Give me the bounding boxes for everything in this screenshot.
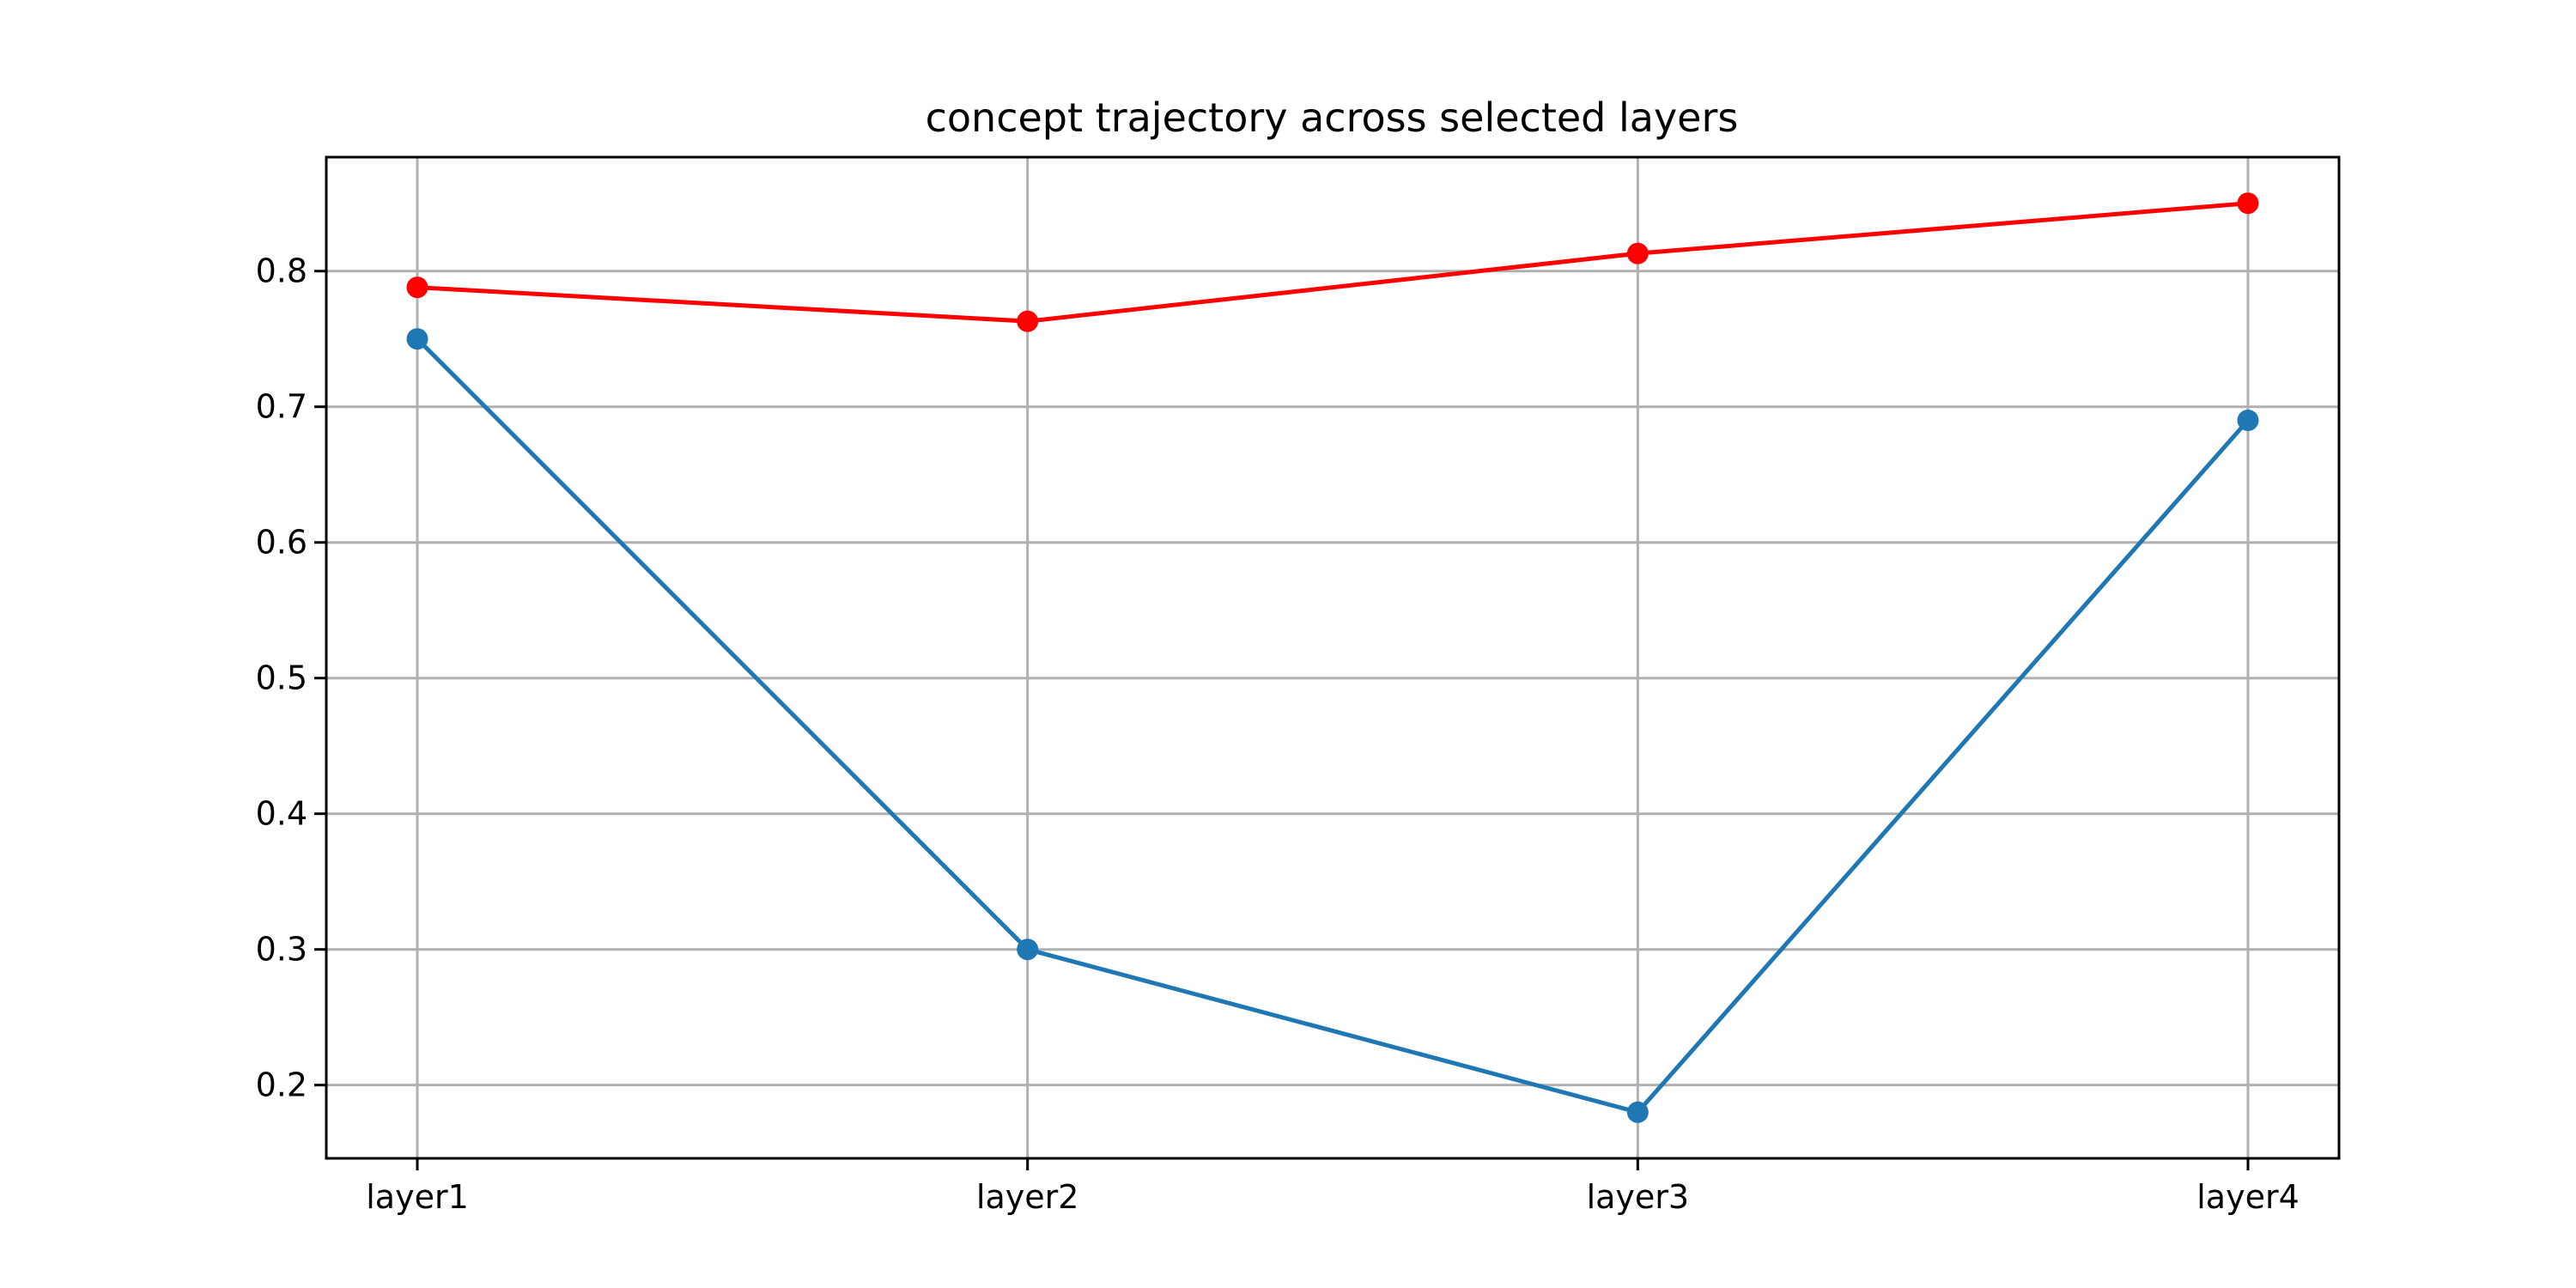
data-point [406, 276, 428, 299]
data-point [1017, 310, 1039, 332]
chart-title: concept trajectory across selected layer… [926, 94, 1739, 141]
y-axis: 0.2 0.3 0.4 0.5 0.6 0.7 0.8 [256, 252, 326, 1104]
data-point [406, 328, 428, 350]
series-line [416, 337, 2250, 1115]
y-tick-label: 0.8 [256, 252, 307, 290]
x-tick-label: layer4 [2196, 1178, 2300, 1216]
y-tick-label: 0.2 [256, 1066, 307, 1104]
x-axis: layer1 layer2 layer3 layer4 [366, 1158, 2300, 1216]
y-tick-label: 0.4 [256, 795, 307, 833]
series-group [406, 192, 2259, 1123]
y-tick-label: 0.5 [256, 659, 307, 697]
series-1 [406, 192, 2259, 332]
x-tick-label: layer1 [366, 1178, 469, 1216]
data-point [1626, 242, 1649, 264]
y-tick-label: 0.7 [256, 388, 307, 426]
data-point [2237, 192, 2259, 215]
series-2 [406, 328, 2259, 1123]
x-tick-label: layer3 [1587, 1178, 1690, 1216]
x-tick-label: layer2 [976, 1178, 1079, 1216]
data-point [1626, 1101, 1649, 1123]
y-tick-label: 0.6 [256, 524, 307, 562]
series-line [416, 201, 2249, 324]
data-point [1017, 939, 1039, 961]
plot-frame [325, 155, 2341, 1160]
grid [326, 157, 2339, 1158]
y-tick-label: 0.3 [256, 931, 307, 969]
data-point [2237, 410, 2259, 432]
